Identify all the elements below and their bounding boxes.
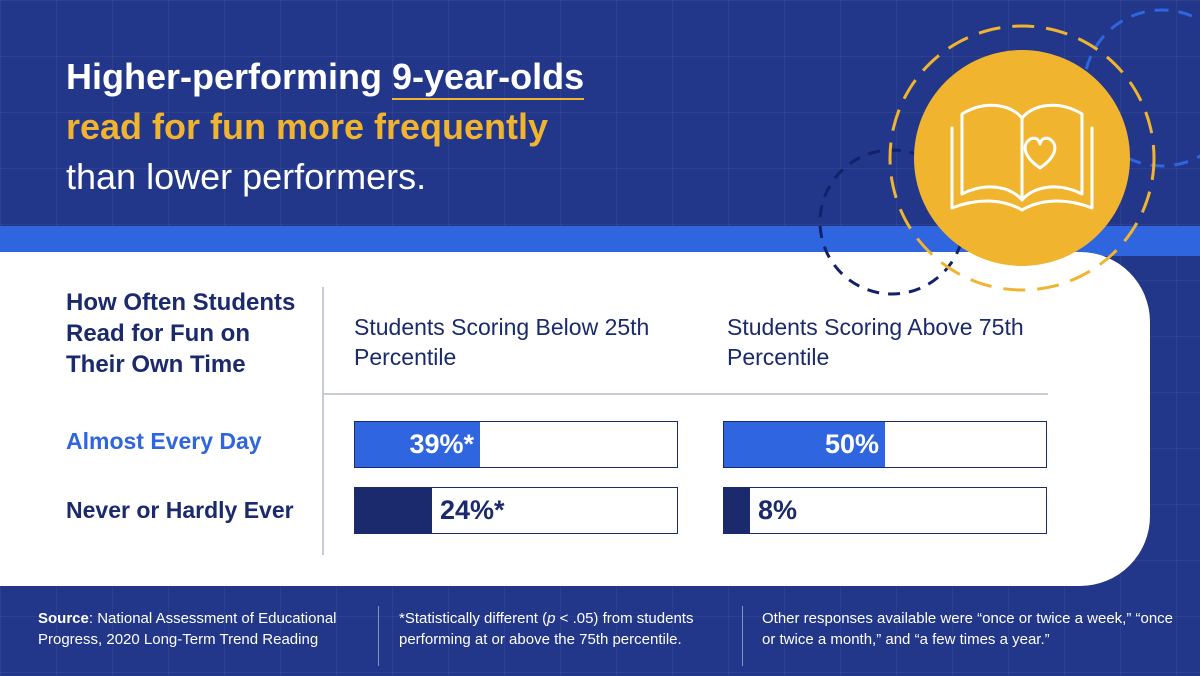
other-responses-note: Other responses available were “once or … — [762, 610, 1174, 648]
category-label-almost-every-day: Almost Every Day — [66, 428, 262, 454]
bar-value-label: 8% — [758, 495, 798, 525]
footer: Source: National Assessment of Education… — [0, 596, 1200, 676]
significance-note: *Statistically different (p < .05) from … — [399, 608, 734, 650]
note-text: *Statistically different ( — [399, 610, 548, 627]
note-text: < .05) from students performing at or ab… — [399, 610, 694, 648]
bar — [724, 422, 885, 467]
row-header-label: How Often Students Read for Fun on Their… — [66, 289, 296, 378]
footer-divider — [742, 606, 743, 666]
source-label: Source — [38, 610, 89, 627]
headline-line-2: read for fun more frequently — [66, 106, 549, 147]
headline-line-1: Higher-performing 9-year-olds — [66, 52, 766, 102]
bar-frame: 24%* — [354, 487, 678, 534]
headline-line-3: than lower performers. — [66, 156, 427, 197]
footer-divider — [378, 606, 379, 666]
source-note: Source: National Assessment of Education… — [38, 608, 368, 650]
bar-value-label: 50% — [824, 429, 879, 459]
series-header-below-25: Students Scoring Below 25th Percentile — [354, 314, 650, 370]
bar — [355, 422, 480, 467]
bar — [724, 488, 750, 533]
bar-value-label: 24%* — [440, 495, 505, 525]
bar-frame: 8% — [723, 487, 1047, 534]
bar-frame: 50% — [723, 421, 1047, 468]
dashed-circle-decoration — [1082, 8, 1200, 168]
bar-value-label: 39%* — [409, 429, 474, 459]
category-label-never-or-hardly-ever: Never or Hardly Ever — [66, 497, 294, 523]
source-text: : National Assessment of Educational Pro… — [38, 610, 337, 648]
open-book-with-heart-icon — [950, 103, 1094, 212]
horizontal-divider — [322, 393, 1048, 395]
headline-emphasis: 9-year-olds — [392, 56, 585, 100]
bar — [355, 488, 432, 533]
headline-text: Higher-performing — [66, 56, 393, 97]
bar-frame: 39%* — [354, 421, 678, 468]
headline: Higher-performing 9-year-olds read for f… — [66, 52, 766, 202]
vertical-divider — [322, 287, 324, 555]
series-header-above-75: Students Scoring Above 75th Percentile — [727, 314, 1024, 370]
note-p-symbol: p — [547, 610, 556, 627]
